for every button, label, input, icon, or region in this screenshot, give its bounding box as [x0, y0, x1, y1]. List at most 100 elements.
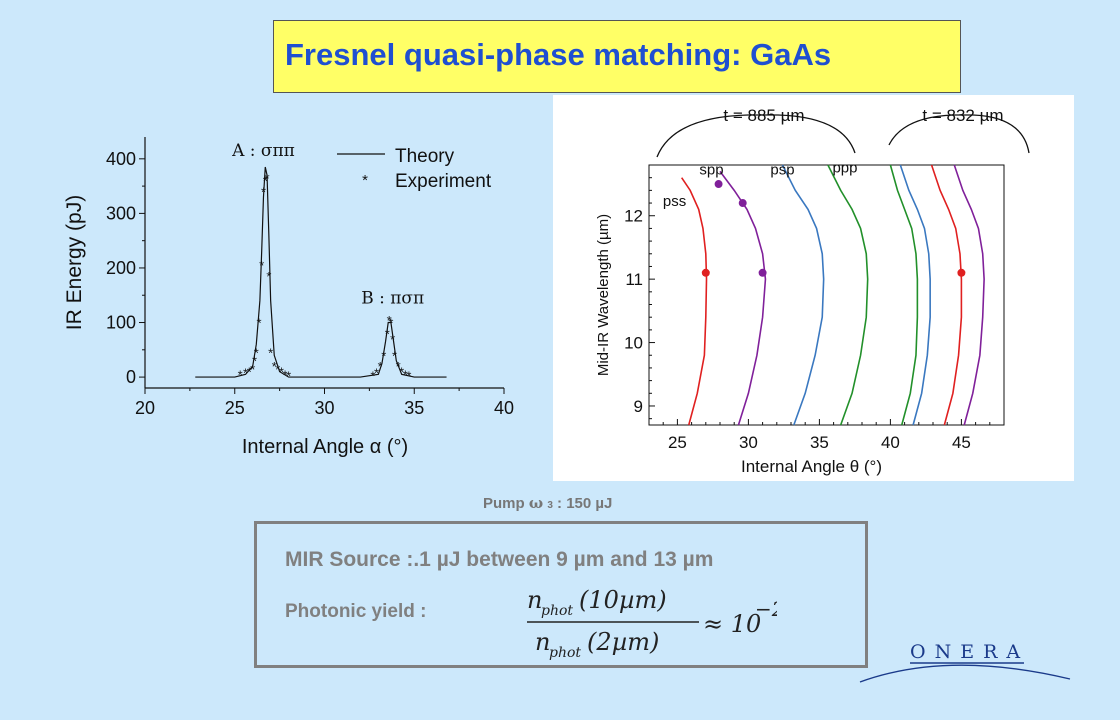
x-tick-label: 40: [881, 433, 900, 452]
experiment-point: *: [374, 366, 379, 381]
peak-annotation: B : πσπ: [361, 288, 424, 308]
formula-den-sub: phot: [549, 645, 581, 660]
legend-theory-label: Theory: [395, 146, 455, 167]
x-tick-label: 30: [314, 398, 334, 418]
tuning-curve-red: [680, 177, 708, 426]
formula-rhs: ≈ 10: [703, 610, 761, 638]
onera-logo: ONERA: [859, 641, 1071, 683]
experiment-point: *: [387, 313, 392, 328]
curve-label: ppp: [832, 160, 857, 177]
measured-point-red: [701, 268, 710, 277]
experiment-point: *: [247, 365, 252, 380]
pump-value: : 150 µJ: [557, 495, 613, 512]
experiment-point: *: [378, 359, 383, 374]
theory-line: [195, 166, 447, 378]
tuning-curve-red: [930, 164, 963, 426]
title-box: Fresnel quasi-phase matching: GaAs: [273, 20, 961, 93]
experiment-point: *: [385, 326, 390, 341]
experiment-point: *: [381, 348, 386, 363]
photonic-yield-formula: n phot (10µm) n phot (2µm) ≈ 10 −2: [527, 586, 777, 660]
x-axis-label: Internal Angle θ (°): [741, 457, 882, 476]
x-tick-label: 35: [404, 398, 424, 418]
experiment-point: *: [254, 346, 259, 361]
experiment-point: *: [252, 354, 257, 369]
experiment-point: *: [399, 365, 404, 380]
x-tick-label: 25: [225, 398, 245, 418]
wavelength-chart: 25 30 35 40 45 9 10 11 12 Internal Angle θ (°) Mid…: [595, 106, 1030, 476]
y-tick-label: 300: [106, 203, 136, 223]
experiment-point: *: [406, 368, 411, 383]
experiment-point: *: [261, 185, 266, 200]
experiment-point: *: [259, 258, 264, 273]
experiment-point: *: [266, 269, 271, 284]
formula-num-arg: (10µm): [579, 586, 667, 614]
experiment-point: *: [265, 171, 270, 186]
y-axis-label: IR Energy (pJ): [63, 195, 86, 330]
x-tick-label: 40: [494, 398, 514, 418]
experiment-point: *: [250, 362, 255, 377]
experiment-point: *: [403, 367, 408, 382]
x-tick-label: 30: [739, 433, 758, 452]
experiment-point: *: [392, 348, 397, 363]
measured-point-red: [957, 268, 966, 277]
pump-label: Pump ω 3 : 150 µJ: [483, 494, 612, 512]
formula-den-arg: (2µm): [587, 628, 659, 656]
y-tick-label: 100: [106, 313, 136, 333]
experiment-point: *: [268, 346, 273, 361]
group-bracket: [656, 114, 856, 158]
pump-omega: ω: [528, 494, 544, 512]
x-tick-label: 20: [135, 398, 155, 418]
experiment-point: *: [279, 365, 284, 380]
x-tick-label: 25: [668, 433, 687, 452]
slide-title: Fresnel quasi-phase matching: GaAs: [285, 37, 832, 72]
formula-num-n: n: [527, 586, 542, 614]
formula-den-n: n: [535, 628, 550, 656]
y-tick-label: 200: [106, 258, 136, 278]
experiment-point: *: [243, 366, 248, 381]
pump-subscript: 3: [547, 500, 553, 511]
curve-label: psp: [770, 162, 794, 179]
formula-exponent: −2: [755, 597, 777, 621]
y-tick-label: 400: [106, 149, 136, 169]
legend-experiment-swatch: *: [362, 172, 368, 189]
curve-label: spp: [699, 162, 723, 179]
legend-experiment-label: Experiment: [395, 171, 492, 192]
tuning-curve-purple: [953, 164, 985, 426]
tuning-curve-green: [889, 164, 919, 426]
measured-point-purple: [714, 180, 723, 189]
tuning-curve-blue: [781, 164, 825, 426]
group-label: t = 885 µm: [723, 106, 804, 125]
x-tick-label: 45: [952, 433, 971, 452]
experiment-point: *: [263, 174, 268, 189]
y-tick-label: 10: [624, 334, 643, 353]
pump-word: Pump: [483, 495, 525, 512]
experiment-point: *: [275, 362, 280, 377]
y-tick-label: 12: [624, 207, 643, 226]
y-tick-label: 9: [634, 397, 643, 416]
experiment-point: *: [396, 359, 401, 374]
y-axis-label: Mid-IR Wavelength (µm): [595, 214, 612, 376]
plot-frame: [648, 164, 1005, 426]
experiment-point: *: [390, 332, 395, 347]
onera-logo-text: ONERA: [910, 641, 1029, 663]
experiment-point: *: [272, 359, 277, 374]
peak-annotation: A : σππ: [231, 141, 295, 161]
wavelength-chart-panel: 25 30 35 40 45 9 10 11 12 Internal Angle θ (°) Mid…: [553, 95, 1074, 481]
experiment-point: *: [282, 367, 287, 382]
measured-point-purple: [758, 268, 767, 277]
y-tick-label: 11: [625, 270, 643, 289]
experiment-point: *: [370, 368, 375, 383]
tuning-curve-purple: [719, 170, 767, 426]
experiment-point: *: [238, 367, 243, 382]
curve-label: pss: [663, 193, 686, 210]
y-tick-label: 0: [126, 367, 136, 387]
tuning-curve-green: [827, 164, 869, 426]
group-label: t = 832 µm: [922, 106, 1003, 125]
x-axis-label: Internal Angle α (°): [242, 436, 408, 458]
mir-source-text: MIR Source :.1 µJ between 9 µm and 13 µm: [285, 548, 714, 571]
tuning-curve-blue: [899, 164, 931, 426]
group-bracket: [888, 114, 1030, 154]
experiment-point: *: [256, 316, 261, 331]
photonic-yield-label: Photonic yield :: [285, 601, 427, 622]
